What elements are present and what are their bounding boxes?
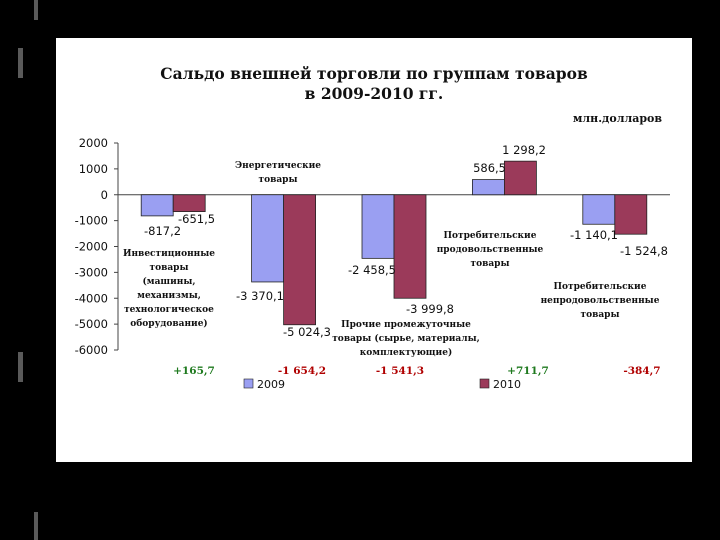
- value-label-2010-3: 1 298,2: [502, 143, 546, 157]
- balance-change-4: -384,7: [623, 365, 660, 377]
- balance-change-2: -1 541,3: [376, 365, 424, 377]
- value-label-2009-3: 586,5: [473, 161, 506, 175]
- category-label-3: Потребительские: [444, 230, 537, 241]
- legend-swatch-2010: [479, 378, 490, 389]
- bar-2009-3: [471, 179, 505, 196]
- balance-change-3: +711,7: [507, 365, 549, 377]
- units-label: млн.долларов: [572, 112, 662, 125]
- legend-swatch-2009: [243, 378, 254, 389]
- bar-chart: 2000 1000 0 -1000 -2000 -3000 -4000 -5000 -6000 -…: [75, 136, 670, 391]
- value-label-2009-4: -1 140,1: [570, 228, 618, 242]
- category-label-1: Инвестиционные: [123, 249, 215, 259]
- y-tick-label: 0: [101, 188, 108, 202]
- y-tick-label: -6000: [75, 343, 108, 357]
- category-label-2: комплектующие): [360, 347, 452, 358]
- y-tick-label: 1000: [79, 162, 108, 176]
- bar-2009-1: [251, 194, 285, 283]
- category-label-4: товары: [581, 310, 620, 320]
- bar-2009-0: [140, 194, 174, 217]
- category-label-3: товары: [471, 259, 510, 269]
- category-label-1: технологическое: [124, 305, 214, 315]
- decorative-bar-bottom: [34, 512, 38, 540]
- category-label-2: Прочие промежуточные: [341, 320, 471, 330]
- y-tick-label: -2000: [75, 240, 108, 254]
- value-label-2010-1: -5 024,3: [283, 325, 331, 339]
- y-tick-label: -4000: [75, 291, 108, 305]
- decorative-bar-left-lower: [18, 352, 23, 382]
- value-label-2009-0: -817,2: [144, 224, 181, 238]
- chart-title-line-1: Сальдо внешней торговли по группам товар…: [160, 64, 588, 83]
- chart-slide: Сальдо внешней торговли по группам товар…: [56, 38, 692, 462]
- value-label-2009-1: -3 370,1: [236, 289, 284, 303]
- legend-label-2009: 2009: [257, 378, 285, 391]
- bar-2010-4: [614, 194, 648, 235]
- y-tick-label: -1000: [75, 214, 108, 228]
- chart-title: Сальдо внешней торговли по группам товар…: [56, 64, 692, 104]
- category-label-3: продовольственные: [437, 245, 544, 255]
- value-label-2010-2: -3 999,8: [406, 302, 454, 316]
- value-label-2009-2: -2 458,5: [348, 263, 396, 277]
- bar-2009-4: [582, 194, 616, 225]
- decorative-bar-left: [18, 48, 23, 78]
- legend-label-2010: 2010: [493, 378, 521, 391]
- category-label-4: непродовольственные: [541, 296, 660, 306]
- category-label-1: (машины,: [143, 276, 196, 287]
- value-label-2010-0: -651,5: [178, 212, 215, 226]
- category-label-2: товары (сырье, материалы,: [332, 333, 480, 344]
- category-label-1: механизмы,: [137, 291, 201, 301]
- bar-2010-3: [503, 160, 537, 196]
- bar-2010-0: [172, 194, 206, 213]
- bar-2009-2: [361, 194, 395, 259]
- bar-2010-2: [393, 194, 427, 299]
- category-label-0: Энергетические: [235, 161, 321, 171]
- balance-change-1: -1 654,2: [278, 365, 326, 377]
- y-tick-label: -3000: [75, 265, 108, 279]
- category-label-4: Потребительские: [554, 281, 647, 292]
- decorative-bar-top: [34, 0, 38, 20]
- y-tick-label: 2000: [79, 136, 108, 150]
- value-label-2010-4: -1 524,8: [620, 244, 668, 258]
- y-tick-label: -5000: [75, 317, 108, 331]
- balance-change-0: +165,7: [173, 365, 215, 377]
- category-label-1: товары: [150, 263, 189, 273]
- chart-title-line-2: в 2009-2010 гг.: [304, 84, 444, 103]
- bar-2010-1: [283, 194, 317, 326]
- category-label-1: оборудование): [130, 318, 207, 329]
- category-label-0: товары: [259, 175, 298, 185]
